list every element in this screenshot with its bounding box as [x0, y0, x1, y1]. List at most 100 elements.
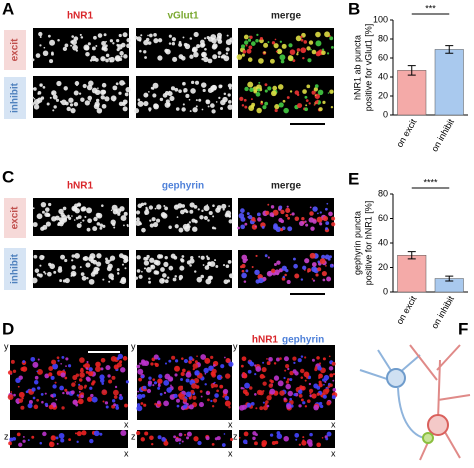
puncta: [212, 382, 215, 385]
puncta: [297, 389, 303, 395]
puncta: [310, 226, 315, 231]
puncta: [119, 360, 123, 364]
puncta: [115, 404, 119, 408]
puncta: [120, 430, 127, 437]
puncta: [254, 220, 257, 222]
puncta: [225, 358, 231, 364]
puncta: [227, 259, 232, 264]
puncta: [227, 104, 233, 110]
column-label: merge: [271, 11, 301, 22]
puncta: [71, 382, 76, 387]
puncta: [16, 432, 21, 437]
puncta: [173, 435, 177, 439]
puncta: [42, 86, 46, 89]
y-axis-label: gephyrin puncta: [352, 211, 362, 275]
puncta: [105, 405, 109, 409]
puncta: [326, 276, 332, 282]
puncta: [90, 393, 94, 398]
puncta: [308, 388, 314, 394]
puncta: [95, 212, 101, 218]
puncta: [203, 215, 209, 221]
puncta: [206, 256, 210, 261]
puncta: [289, 397, 293, 401]
puncta: [104, 96, 110, 102]
puncta: [126, 224, 129, 227]
puncta: [60, 254, 66, 260]
puncta: [223, 433, 226, 435]
puncta: [257, 88, 261, 92]
puncta: [259, 406, 264, 411]
puncta: [255, 254, 258, 257]
puncta: [286, 403, 292, 410]
puncta: [39, 264, 42, 267]
puncta: [322, 378, 326, 382]
puncta: [224, 400, 231, 407]
puncta: [32, 396, 36, 400]
puncta: [126, 37, 131, 43]
puncta: [211, 442, 215, 446]
legend-label: gephyrin: [282, 335, 324, 346]
puncta: [319, 258, 326, 264]
puncta: [316, 392, 320, 396]
puncta: [294, 273, 300, 279]
puncta: [152, 221, 159, 228]
puncta: [172, 56, 178, 62]
row-label-box: [4, 77, 26, 119]
puncta: [270, 205, 275, 209]
puncta: [136, 393, 143, 400]
puncta: [185, 391, 192, 398]
puncta: [149, 33, 153, 38]
puncta: [175, 205, 178, 207]
puncta: [239, 265, 243, 269]
puncta: [123, 211, 128, 216]
puncta: [266, 361, 271, 366]
puncta: [91, 396, 98, 403]
puncta: [326, 431, 332, 437]
puncta: [42, 255, 45, 259]
puncta: [123, 54, 128, 59]
puncta: [79, 357, 85, 363]
puncta: [48, 366, 54, 371]
puncta: [254, 269, 260, 276]
puncta: [285, 213, 289, 218]
puncta: [216, 35, 222, 42]
puncta: [113, 364, 119, 370]
puncta: [223, 279, 229, 285]
axis-label: x: [124, 448, 129, 458]
puncta: [221, 203, 227, 209]
puncta: [71, 265, 76, 270]
puncta: [52, 363, 59, 370]
puncta: [73, 219, 76, 221]
puncta: [180, 371, 185, 377]
puncta: [139, 49, 142, 53]
puncta: [305, 99, 309, 102]
puncta: [287, 55, 294, 61]
puncta: [287, 226, 293, 232]
puncta: [191, 383, 197, 389]
puncta: [328, 366, 334, 371]
puncta: [208, 210, 213, 216]
puncta: [136, 255, 141, 260]
axis-label: y: [233, 341, 238, 351]
puncta: [34, 268, 40, 273]
puncta: [65, 357, 69, 361]
puncta: [254, 364, 257, 367]
puncta: [71, 215, 73, 217]
puncta: [136, 430, 141, 436]
puncta: [168, 42, 172, 45]
puncta: [109, 255, 116, 261]
puncta: [311, 358, 315, 362]
puncta: [155, 260, 161, 266]
puncta: [247, 81, 254, 88]
puncta: [287, 390, 293, 397]
puncta: [33, 404, 39, 410]
puncta: [152, 82, 159, 89]
puncta: [324, 380, 327, 383]
puncta: [42, 224, 48, 230]
puncta: [80, 221, 82, 224]
puncta: [22, 436, 25, 438]
puncta: [71, 35, 75, 38]
puncta: [243, 280, 247, 283]
puncta: [144, 431, 149, 436]
puncta: [286, 279, 291, 285]
